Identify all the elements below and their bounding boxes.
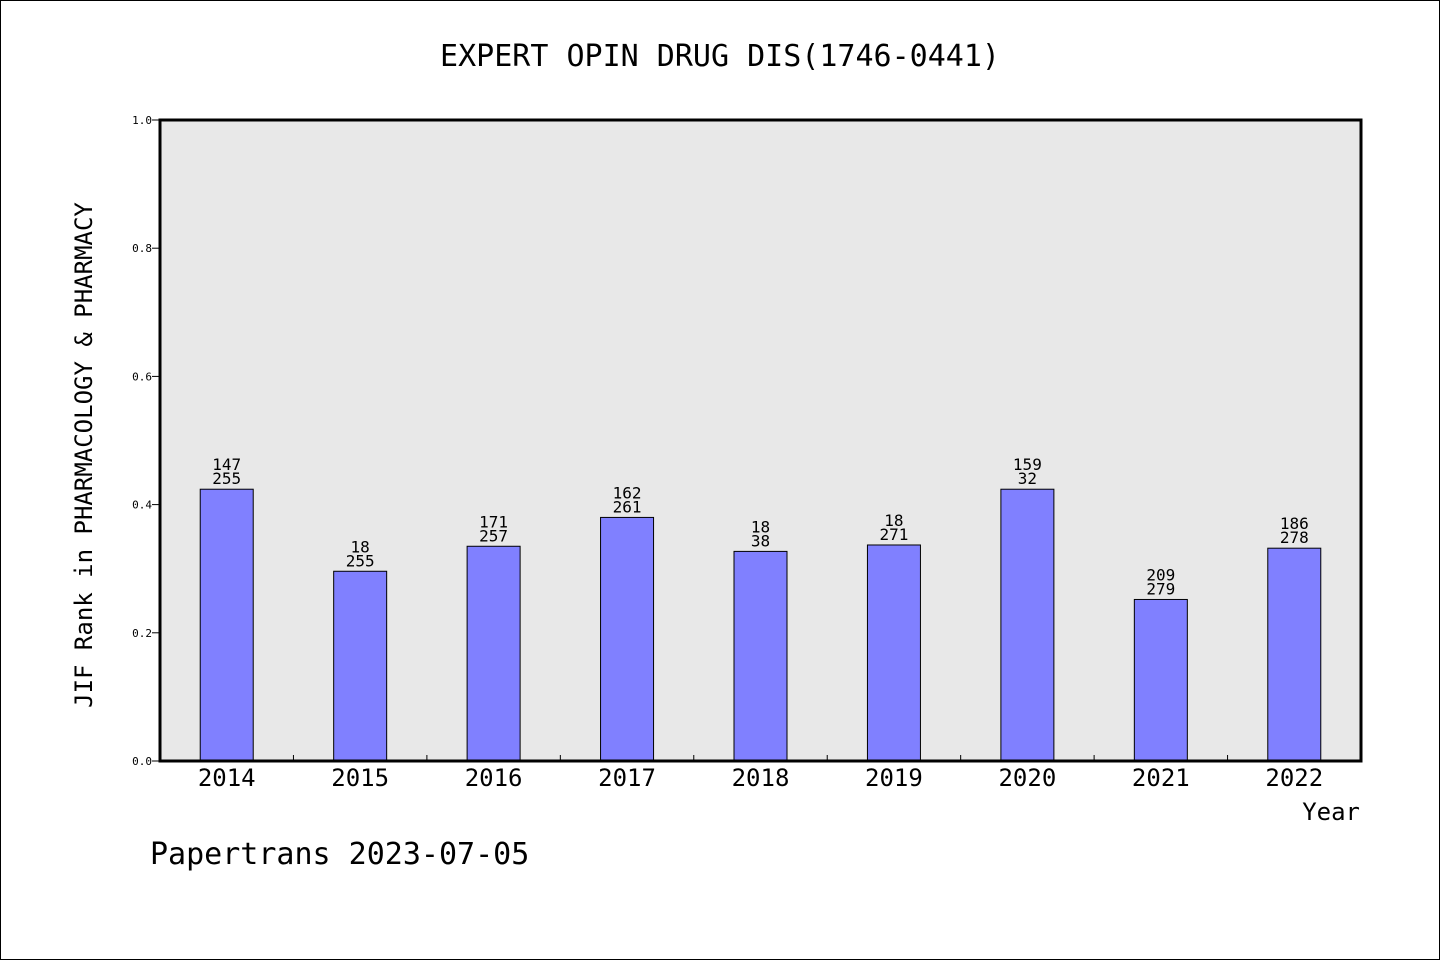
bar-2014 (199, 488, 254, 762)
chart-title: EXPERT OPIN DRUG DIS(1746-0441) (440, 39, 1000, 74)
x-tick-label: 2021 (1132, 764, 1190, 792)
bar-2019 (866, 544, 921, 762)
x-tick-label: 2018 (732, 764, 790, 792)
bar-2015 (333, 570, 388, 762)
y-axis-label: JIF Rank in PHARMACOLOGY & PHARMACY (70, 202, 98, 708)
bar-2021 (1133, 598, 1188, 762)
data-label-rank: 18 (351, 537, 370, 556)
plot-frame (158, 118, 1363, 763)
footer-text: Papertrans 2023-07-05 (150, 837, 529, 872)
data-label-rank: 162 (613, 483, 642, 502)
data-label-total: 271 (879, 525, 908, 544)
data-label-rank: 18 (884, 511, 903, 530)
data-label-total: 255 (346, 551, 375, 570)
y-tick-label: 0.6 (132, 370, 152, 383)
y-tick-label: 0.4 (132, 499, 152, 512)
data-label-rank: 147 (212, 455, 241, 474)
x-tick-label: 2019 (865, 764, 923, 792)
data-label-total: 257 (479, 526, 508, 545)
bar-2016 (466, 545, 521, 762)
x-axis-label: Year (1302, 798, 1360, 826)
data-label-total: 32 (1018, 469, 1037, 488)
y-tick-label: 0.0 (132, 755, 152, 768)
y-axis: 0.0 0.2 0.4 0.6 0.8 1.0 (132, 114, 160, 768)
x-tick-label: 2014 (198, 764, 256, 792)
x-tick-label: 2017 (598, 764, 656, 792)
y-tick-label: 1.0 (132, 114, 152, 127)
x-tick-label: 2022 (1265, 764, 1323, 792)
y-tick-label: 0.2 (132, 627, 152, 640)
x-axis: 2014 2015 2016 2017 2018 2019 2020 2021 2022 (198, 755, 1323, 792)
x-tick-label: 2020 (998, 764, 1056, 792)
x-tick-label: 2015 (331, 764, 389, 792)
data-label-rank: 209 (1146, 565, 1175, 584)
data-label-rank: 186 (1280, 514, 1309, 533)
bar-2022 (1267, 547, 1322, 762)
data-label-rank: 171 (479, 512, 508, 531)
data-label-total: 278 (1280, 528, 1309, 547)
data-label-total: 261 (613, 497, 642, 516)
bars (199, 488, 1322, 762)
data-labels: 1472551825517125716226118381827115932209… (212, 455, 1308, 598)
y-tick-label: 0.8 (132, 242, 152, 255)
bar-2018 (733, 550, 788, 762)
x-tick-label: 2016 (465, 764, 523, 792)
bar-2017 (600, 516, 655, 762)
data-label-total: 279 (1146, 579, 1175, 598)
data-label-rank: 18 (751, 517, 770, 536)
bar-2020 (1000, 488, 1055, 762)
data-label-total: 38 (751, 531, 770, 550)
data-label-rank: 159 (1013, 455, 1042, 474)
data-label-total: 255 (212, 469, 241, 488)
